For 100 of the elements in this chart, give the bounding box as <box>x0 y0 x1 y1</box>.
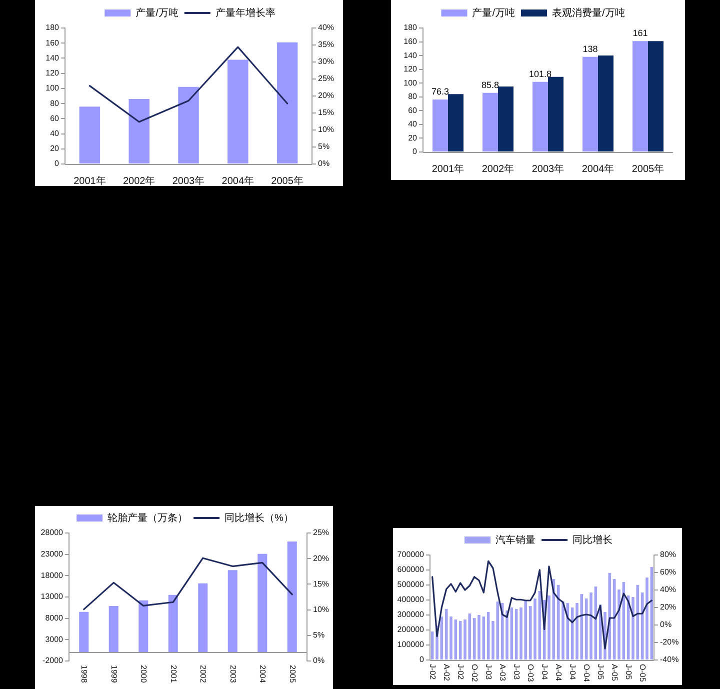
bar <box>618 590 620 660</box>
y2-tick-label: 10% <box>313 605 330 614</box>
bar <box>582 56 598 152</box>
y-tick-label: -2000 <box>42 656 64 666</box>
x-tick-label: 2005年 <box>632 162 664 175</box>
y-tick-label: 180 <box>46 23 60 32</box>
y-tick-label: 400000 <box>397 595 425 604</box>
bar <box>258 554 268 652</box>
x-tick-label: 2004年 <box>222 174 254 187</box>
bar <box>590 592 592 660</box>
bar <box>548 76 564 152</box>
y-tick-label: 160 <box>404 36 418 46</box>
bar <box>548 596 550 660</box>
bar <box>464 620 466 660</box>
y2-tick-label: 15% <box>318 108 334 118</box>
y-tick-label: 160 <box>46 38 60 48</box>
bar <box>276 42 298 164</box>
y-tick-label: 200000 <box>397 625 425 634</box>
y-tick-label: 600000 <box>397 565 425 574</box>
x-tick-label: J-05 <box>624 664 634 680</box>
bar <box>482 92 498 152</box>
y-tick-label: 40 <box>50 128 60 138</box>
x-tick-label: 2004年 <box>582 162 614 175</box>
x-tick-label: O-04 <box>582 664 592 682</box>
y-tick-label: 140 <box>46 53 60 62</box>
x-tick-label: O-02 <box>470 664 480 682</box>
x-tick-label: 2003 <box>228 665 238 684</box>
x-tick-label: 2002 <box>198 665 208 684</box>
y-tick-label: 60 <box>50 114 60 123</box>
bar <box>168 594 178 652</box>
y-tick-label: 120 <box>46 68 60 78</box>
y-tick-label: 180 <box>404 23 418 32</box>
bar <box>178 86 199 164</box>
y2-tick-label: -40% <box>660 655 679 664</box>
y2-tick-label: 15% <box>313 579 330 588</box>
x-tick-label: J-04 <box>540 664 550 680</box>
x-tick-label: 2004 <box>258 665 268 684</box>
y2-tick-label: 60% <box>660 568 676 577</box>
y-tick-label: 300000 <box>397 610 425 620</box>
bar <box>520 608 522 660</box>
bar <box>562 602 564 660</box>
bar <box>498 86 514 152</box>
bar <box>646 578 648 660</box>
bar <box>287 542 297 652</box>
y2-tick-label: 80% <box>660 550 676 560</box>
x-tick-label: J-05 <box>596 664 606 680</box>
y-tick-label: 8000 <box>45 614 64 623</box>
data-label: 161 <box>632 28 648 38</box>
y2-tick-label: 20% <box>660 602 676 612</box>
legend-label: 产量/万吨 <box>136 6 178 19</box>
y-tick-label: 18000 <box>40 570 64 580</box>
y-tick-label: 28000 <box>40 528 64 538</box>
x-tick-label: A-04 <box>554 664 564 682</box>
x-tick-label: 2005年 <box>271 174 304 187</box>
bar <box>450 616 452 660</box>
legend-label: 同比增长（%） <box>224 512 294 524</box>
x-tick-label: 1999 <box>109 665 118 684</box>
y-tick-label: 23000 <box>40 550 64 559</box>
y2-tick-label: 5% <box>318 142 330 152</box>
x-tick-label: J-02 <box>456 664 466 680</box>
x-tick-label: O-03 <box>526 664 536 682</box>
legend-label: 汽车销量 <box>496 534 536 546</box>
y-tick-label: 100000 <box>397 640 425 650</box>
bar <box>128 99 150 164</box>
bar <box>632 41 648 152</box>
y-tick-label: 13000 <box>40 592 64 602</box>
bar <box>506 610 508 660</box>
x-tick-label: J-02 <box>428 664 438 680</box>
bar <box>432 99 448 152</box>
y2-tick-label: 0% <box>660 620 672 630</box>
x-tick-label: A-03 <box>498 664 508 682</box>
y-tick-label: 20 <box>408 133 418 142</box>
x-tick-label: 2000 <box>139 665 148 684</box>
y-tick-label: 0 <box>420 655 425 664</box>
x-tick-label: 2005 <box>288 665 297 684</box>
bar <box>532 82 548 152</box>
x-tick-label: 1998 <box>80 665 89 684</box>
y2-tick-label: 40% <box>318 23 334 32</box>
y2-tick-label: 25% <box>313 528 330 538</box>
y2-tick-label: 10% <box>318 125 334 134</box>
y-tick-label: 100 <box>46 84 60 93</box>
y2-tick-label: 25% <box>318 74 334 84</box>
x-tick-label: A-05 <box>610 664 620 682</box>
y-tick-label: 40 <box>408 120 418 129</box>
y-tick-label: 140 <box>404 50 418 60</box>
y-tick-label: 0 <box>54 159 60 168</box>
y2-tick-label: 20% <box>318 91 334 100</box>
x-tick-label: J-03 <box>484 664 494 680</box>
y-tick-label: 100 <box>404 78 418 88</box>
y-tick-label: 3000 <box>45 634 64 644</box>
x-tick-label: 2003年 <box>172 174 205 187</box>
y2-tick-label: 40% <box>660 585 676 594</box>
bar <box>79 106 100 164</box>
x-tick-label: 2001年 <box>74 174 106 187</box>
legend-label: 产量年增长率 <box>215 6 276 19</box>
bar <box>79 612 89 652</box>
bar <box>648 41 664 152</box>
bar <box>576 603 578 660</box>
x-tick-label: A-02 <box>442 664 452 682</box>
bar <box>478 615 480 660</box>
